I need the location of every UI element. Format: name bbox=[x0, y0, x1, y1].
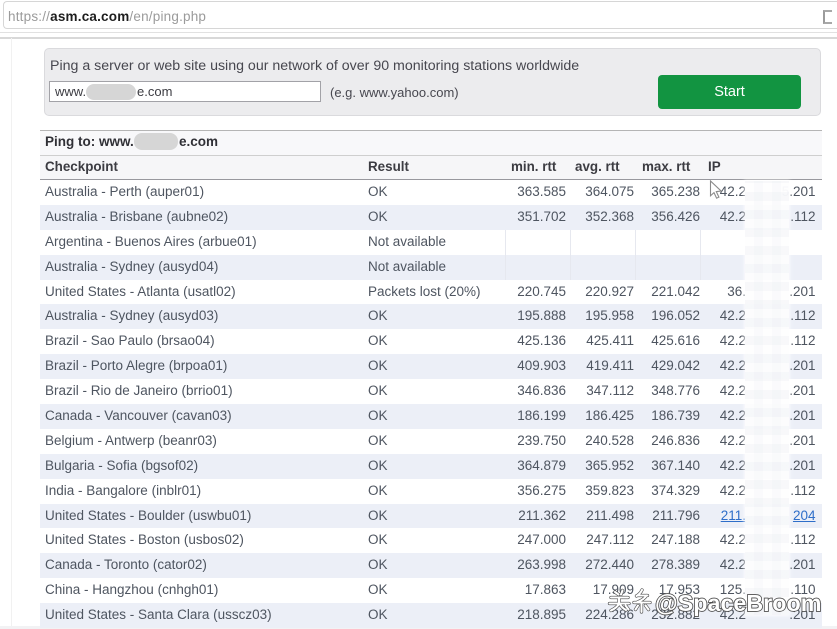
svg-text:@SpaceBroom: @SpaceBroom bbox=[655, 590, 821, 616]
